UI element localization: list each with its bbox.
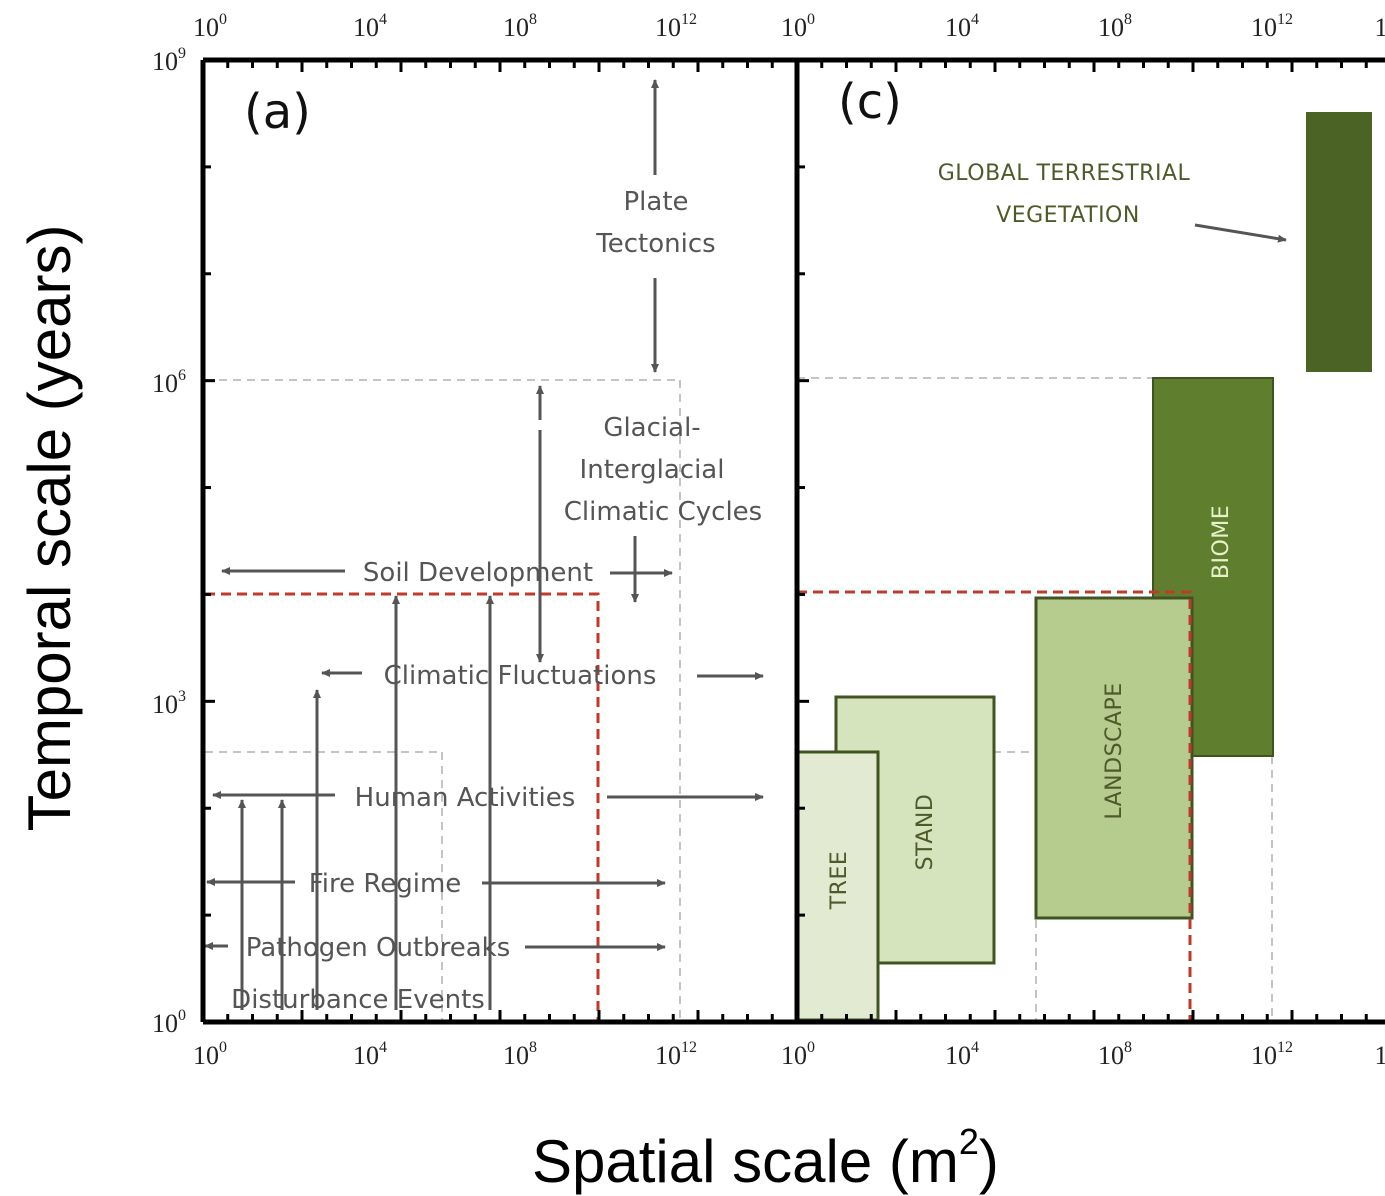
- x-tick-label-bottom: 100: [193, 1039, 227, 1070]
- global-vegetation-arrow: [1194, 223, 1287, 243]
- x-tick-label-bottom: 108: [1098, 1039, 1132, 1070]
- process-label-pathogen: Pathogen Outbreaks: [246, 933, 511, 963]
- x-tick-label-top: 108: [1098, 11, 1132, 42]
- process-label-soil: Soil Development: [363, 558, 593, 588]
- process-arrows: [204, 79, 764, 1010]
- panel-c-red-box: [797, 590, 1192, 1020]
- axis-ticks: [201, 58, 1368, 1024]
- x-tick-label-bottom: 104: [353, 1039, 387, 1070]
- y-tick-1e6: 106: [152, 367, 186, 398]
- x-tick-label-top: 100: [781, 11, 815, 42]
- y-tick-1e0: 100: [152, 1007, 186, 1038]
- y-axis-title: Temporal scale (years): [16, 225, 83, 832]
- x-tick-label-top: 1012: [1251, 11, 1293, 42]
- process-label-climatic: Climatic Fluctuations: [384, 661, 657, 691]
- process-label-plate: Plate Tectonics: [595, 187, 715, 259]
- x-axis-title: Spatial scale (m2): [532, 1121, 999, 1195]
- x-tick-label-top: 1: [1375, 13, 1385, 42]
- unit-global-box: [1306, 112, 1372, 372]
- y-tick-1e9: 109: [152, 45, 186, 76]
- x-tick-label-top: 104: [945, 11, 979, 42]
- panel-c: TREE STAND LANDSCAPE BIOME GLOBAL TERRES…: [795, 74, 1372, 1022]
- unit-landscape-box: [1034, 596, 1194, 920]
- process-label-disturbance: Disturbance Events: [231, 985, 485, 1015]
- x-tick-label-top: 1012: [655, 11, 697, 42]
- x-tick-label-top: 108: [503, 11, 537, 42]
- x-tick-label-bottom: 1012: [655, 1039, 697, 1070]
- panel-a-label: (a): [244, 84, 311, 140]
- y-tick-labels: 109 106 103 100: [152, 45, 186, 1038]
- x-tick-label-top: 100: [193, 11, 227, 42]
- global-vegetation-label: GLOBAL TERRESTRIAL VEGETATION: [938, 161, 1191, 228]
- panel-c-label: (c): [838, 74, 902, 130]
- x-tick-label-bottom: 108: [503, 1039, 537, 1070]
- x-tick-label-bottom: 104: [945, 1039, 979, 1070]
- process-label-glacial: Glacial-Interglacial Climatic Cycles: [564, 413, 762, 527]
- unit-label-stand: STAND: [913, 794, 938, 871]
- x-tick-label-bottom: 1012: [1251, 1039, 1293, 1070]
- process-label-human: Human Activities: [355, 783, 576, 813]
- process-label-fire: Fire Regime: [309, 869, 462, 899]
- x-tick-label-bottom: 1: [1375, 1041, 1385, 1070]
- unit-label-tree: TREE: [827, 851, 852, 911]
- x-tick-labels-bottom: 100 104 108 1012 100 104 108 1012 1: [193, 1039, 1385, 1070]
- x-tick-labels-top: 100 104 108 1012 100 104 108 1012 1: [193, 11, 1385, 42]
- unit-label-landscape: LANDSCAPE: [1102, 682, 1127, 819]
- panel-a-red-box: [205, 592, 600, 1020]
- panel-a-reference-lines: [205, 379, 681, 1020]
- unit-label-biome: BIOME: [1209, 505, 1234, 579]
- y-tick-1e3: 103: [152, 688, 186, 719]
- x-tick-label-bottom: 100: [781, 1039, 815, 1070]
- panel-a: Plate Tectonics Glacial-Interglacial Clima…: [204, 79, 764, 1020]
- x-tick-label-top: 104: [353, 11, 387, 42]
